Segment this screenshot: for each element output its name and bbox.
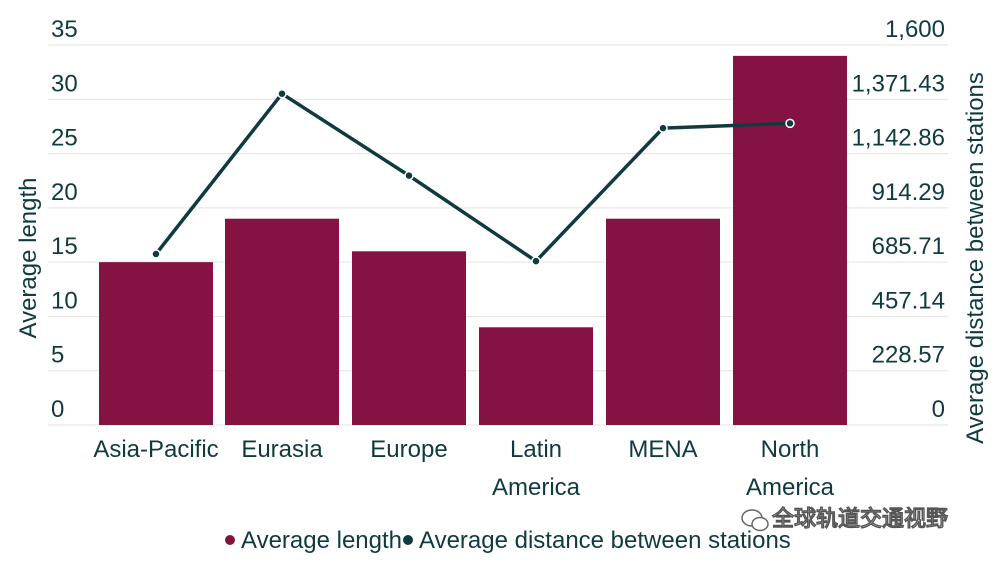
line-series [151, 88, 795, 266]
line-point [531, 256, 541, 266]
category-label: Eurasia [241, 436, 323, 463]
right-tick-label: 0 [932, 396, 945, 423]
legend-label-average-distance: Average distance between stations [419, 527, 791, 554]
line-path [154, 91, 791, 263]
right-tick-label: 1,600 [885, 16, 945, 43]
watermark: 全球轨道交通视野 [741, 506, 948, 532]
line-point [658, 123, 668, 133]
right-tick-label: 228.57 [872, 342, 945, 369]
left-tick-label: 25 [51, 125, 78, 152]
right-tick-label: 457.14 [872, 287, 945, 314]
wechat-icon [741, 509, 769, 532]
bar [99, 262, 213, 425]
bar-series [99, 55, 847, 425]
right-tick-label: 914.29 [872, 179, 945, 206]
bar [225, 218, 339, 425]
bar [733, 55, 847, 425]
category-label: MENA [628, 436, 697, 463]
left-tick-label: 15 [51, 233, 78, 260]
left-tick-label: 5 [51, 342, 64, 369]
left-tick-label: 30 [51, 70, 78, 97]
left-axis-title: Average length [15, 177, 42, 338]
category-label: Asia-Pacific [93, 436, 218, 463]
line-point [785, 118, 795, 129]
category-label: America [492, 474, 581, 501]
watermark-text: 全球轨道交通视野 [771, 506, 948, 532]
right-axis-ticks: 0 228.57 457.14 685.71 914.29 1,142.86 1,371.4… [852, 16, 945, 423]
legend-marker-average-length [225, 535, 235, 545]
left-tick-label: 20 [51, 179, 78, 206]
legend-marker-average-distance [403, 535, 413, 545]
legend-label-average-length: Average length [241, 527, 402, 554]
category-label: Latin [510, 436, 562, 463]
right-tick-label: 1,371.43 [852, 70, 945, 97]
line-point [404, 170, 414, 181]
left-axis-ticks: 0 5 10 15 20 25 30 35 [51, 16, 78, 423]
right-tick-label: 1,142.86 [852, 125, 945, 152]
legend: Average length Average distance between … [225, 527, 791, 554]
bar [352, 251, 466, 425]
line-point [151, 249, 161, 259]
line-point [277, 88, 287, 99]
x-axis-ticks: Asia-Pacific Eurasia Europe Latin America MEN… [93, 436, 834, 501]
category-label: America [746, 474, 835, 501]
category-label: North [761, 436, 820, 463]
left-tick-label: 0 [51, 396, 64, 423]
left-tick-label: 10 [51, 287, 78, 314]
right-tick-label: 685.71 [872, 233, 945, 260]
right-axis-title: Average distance between stations [962, 72, 989, 444]
left-tick-label: 35 [51, 16, 78, 43]
category-label: Europe [370, 436, 447, 463]
bar [606, 218, 720, 425]
bar [479, 327, 593, 425]
